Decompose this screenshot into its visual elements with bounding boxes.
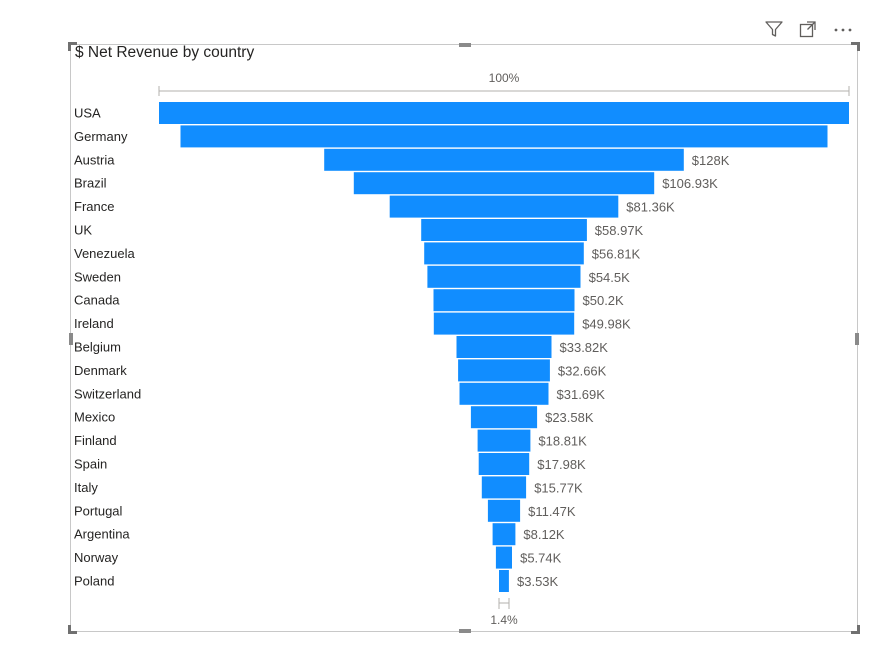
funnel-visual-container[interactable] xyxy=(68,42,860,634)
resize-handle-top-right[interactable] xyxy=(851,42,860,51)
resize-handle-top-left[interactable] xyxy=(68,42,77,51)
resize-handle-bottom[interactable] xyxy=(459,629,471,633)
filter-icon[interactable] xyxy=(763,18,785,40)
focus-mode-icon[interactable] xyxy=(797,18,819,40)
resize-handle-right[interactable] xyxy=(855,333,859,345)
more-options-icon[interactable] xyxy=(832,18,854,40)
resize-handle-top[interactable] xyxy=(459,43,471,47)
resize-handle-bottom-left[interactable] xyxy=(68,625,77,634)
resize-handle-bottom-right[interactable] xyxy=(851,625,860,634)
chart-title: $ Net Revenue by country xyxy=(75,44,255,61)
resize-handle-left[interactable] xyxy=(69,333,73,345)
